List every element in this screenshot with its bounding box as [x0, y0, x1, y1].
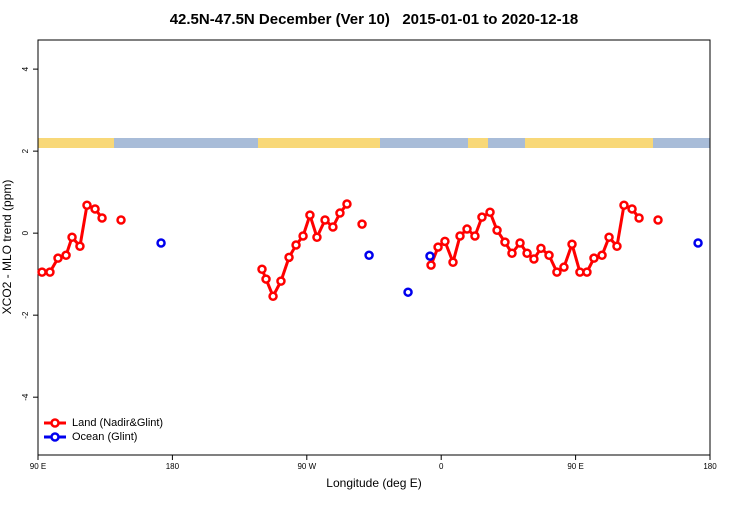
data-point — [582, 267, 592, 277]
data-point — [529, 254, 539, 264]
data-point — [90, 204, 100, 214]
land-strip — [468, 138, 488, 148]
data-point — [75, 241, 85, 252]
y-axis-label: XCO2 - MLO trend (ppm) — [0, 180, 14, 315]
data-point — [604, 232, 614, 242]
data-point — [433, 242, 443, 252]
data-point — [291, 240, 301, 250]
data-point — [320, 215, 330, 225]
data-point — [448, 257, 458, 268]
data-point — [97, 213, 107, 223]
x-tick-label: 90 E — [30, 462, 46, 471]
y-tick-label: 4 — [21, 66, 30, 71]
data-point — [403, 287, 413, 297]
data-point — [536, 243, 546, 254]
data-point — [53, 253, 63, 263]
data-point — [634, 213, 644, 223]
x-axis-label: Longitude (deg E) — [326, 476, 421, 490]
map-strip — [38, 138, 710, 148]
y-tick-label: 2 — [21, 148, 30, 153]
land-strip — [525, 138, 653, 148]
data-point — [45, 267, 55, 277]
legend-marker — [50, 432, 60, 442]
data-point — [268, 291, 278, 302]
data-point — [305, 210, 315, 220]
data-point — [515, 238, 525, 248]
data-point — [612, 241, 622, 252]
data-point — [522, 248, 532, 258]
data-point — [257, 264, 267, 274]
land-strip — [258, 138, 380, 148]
chart-title: 42.5N-47.5N December (Ver 10) 2015-01-01… — [170, 11, 579, 28]
data-point — [426, 260, 436, 270]
data-point — [567, 239, 577, 249]
data-point — [693, 238, 703, 248]
y-tick-label: -2 — [21, 311, 30, 319]
data-point — [627, 204, 637, 214]
data-point — [653, 215, 663, 225]
x-tick-label: 0 — [439, 462, 444, 471]
data-point — [619, 200, 629, 211]
data-point — [342, 199, 352, 209]
data-point — [462, 224, 472, 234]
data-point — [284, 252, 294, 263]
data-point — [492, 225, 502, 236]
data-point — [470, 231, 480, 241]
data-point — [298, 231, 308, 241]
data-point — [116, 215, 126, 225]
data-point — [559, 262, 569, 272]
data-point — [455, 231, 465, 241]
y-tick-label: 0 — [21, 230, 30, 235]
data-point — [61, 250, 71, 261]
data-point — [276, 276, 286, 286]
data-point — [552, 267, 562, 277]
data-point — [589, 253, 599, 263]
data-point — [364, 250, 374, 261]
data-point — [507, 248, 517, 258]
x-tick-label: 90 E — [567, 462, 583, 471]
data-point — [335, 208, 345, 218]
data-point — [261, 274, 271, 284]
y-tick-label: -4 — [21, 393, 30, 401]
data-point — [357, 219, 367, 229]
data-point — [477, 212, 487, 222]
legend-label: Land (Nadir&Glint) — [72, 417, 163, 429]
data-point — [37, 267, 47, 277]
x-tick-label: 180 — [166, 462, 180, 471]
data-point — [485, 207, 495, 217]
data-point — [597, 250, 607, 261]
x-tick-label: 180 — [703, 462, 717, 471]
plot-frame — [37, 39, 711, 456]
legend-label: Ocean (Glint) — [72, 431, 137, 443]
data-point — [67, 232, 77, 242]
data-point — [312, 232, 322, 242]
legend-marker — [50, 418, 60, 428]
data-point — [500, 237, 510, 247]
x-tick-label: 90 W — [297, 462, 316, 471]
data-point — [440, 236, 450, 247]
land-strip — [38, 138, 114, 148]
data-point — [156, 238, 166, 248]
data-point — [425, 251, 435, 261]
data-point — [82, 200, 92, 211]
data-point — [544, 250, 554, 261]
data-point — [328, 222, 338, 232]
